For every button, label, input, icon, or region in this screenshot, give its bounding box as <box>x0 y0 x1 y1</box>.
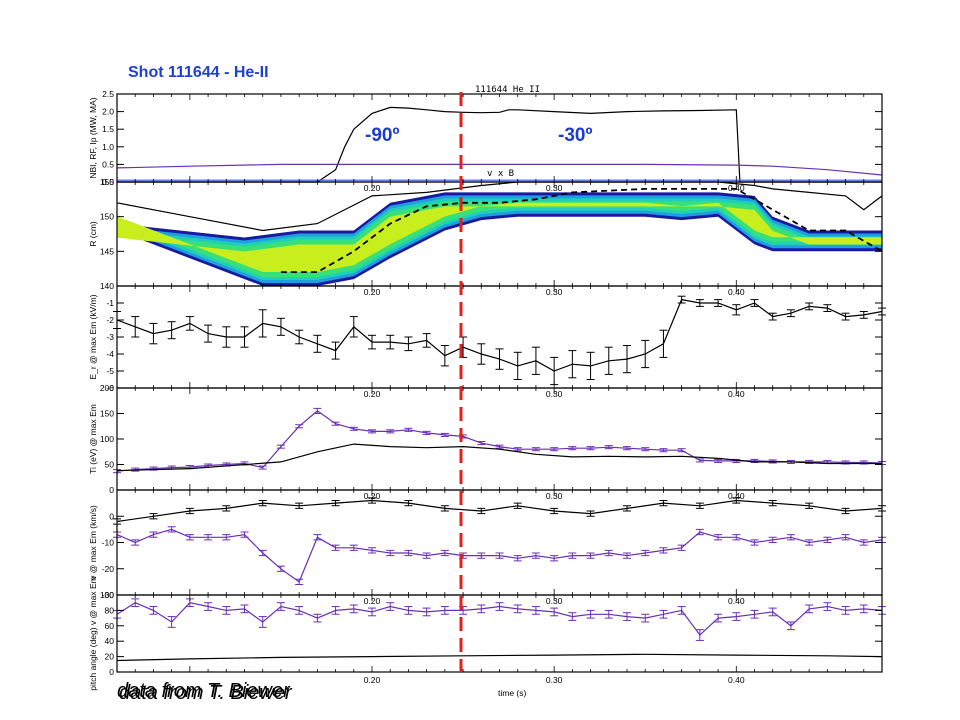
y-tick-label: 0.5 <box>102 159 114 169</box>
panel-4-series-2 <box>116 443 882 472</box>
y-tick-label: 145 <box>100 246 114 256</box>
y-axis-label: Ti (eV) @ max Em <box>88 404 98 474</box>
right-angle-annotation: -30º <box>558 125 592 146</box>
figure-title: Shot 111644 - He-II <box>128 64 269 81</box>
panel-time-label: 0.20 <box>364 596 381 606</box>
y-tick-label: -5 <box>106 366 114 376</box>
panel-time-label: 0.40 <box>728 389 745 399</box>
panel-1-series-1 <box>117 106 882 183</box>
y-tick-label: -2 <box>106 315 114 325</box>
y-tick-label: 60 <box>105 621 115 631</box>
panel-time-label: 0.20 <box>364 389 381 399</box>
panel-frame <box>116 387 883 491</box>
y-axis-label: NBI, RF, Ip (MW, MA) <box>88 97 98 178</box>
panel-time-label: 0.30 <box>546 183 563 193</box>
x-axis-label: time (s) <box>498 688 527 698</box>
y-tick-label: 80 <box>105 605 115 615</box>
source-shadow: data from T. Biewer <box>119 682 293 704</box>
panel-time-label: 0.20 <box>364 491 381 501</box>
left-angle-annotation: -90º <box>365 125 399 146</box>
y-tick-label: 100 <box>100 590 114 600</box>
y-tick-label: 140 <box>100 281 114 291</box>
y-tick-label: 0.0 <box>102 177 114 187</box>
panel-6-series-1 <box>113 598 886 641</box>
panel-time-label: 0.40 <box>728 596 745 606</box>
x-tick-label: 0.30 <box>546 675 563 685</box>
y-tick-label: 0 <box>109 667 114 677</box>
panel-6-series-2 <box>116 653 883 662</box>
series-line <box>116 163 883 176</box>
panel-time-label: 0.30 <box>546 389 563 399</box>
panel-3: -6 -5 -4 -3 -2 -1 0.20 0.30 0.40 E_r @ max Em (kV… <box>88 285 886 393</box>
panel-time-label: 0.30 <box>546 596 563 606</box>
y-axis-label: v @ max Em (km/s) <box>88 505 98 580</box>
heatmap-core <box>117 202 882 272</box>
source-credit: data from T. Biewer <box>117 680 291 702</box>
y-tick-label: 2.5 <box>102 89 114 99</box>
y-tick-label: -4 <box>106 349 114 359</box>
series-line <box>116 653 883 662</box>
y-tick-label: 2.0 <box>102 107 114 117</box>
y-tick-label: 20 <box>105 652 115 662</box>
series-line <box>280 188 883 273</box>
panel-time-label: 0.40 <box>728 183 745 193</box>
y-tick-label: -6 <box>106 383 114 393</box>
y-axis-label: pitch angle (deg) v @ max Em <box>88 576 98 690</box>
y-tick-label: -1 <box>106 298 114 308</box>
panel-6: 0 20 40 60 80 100 0.20 0.20 0.30 0.30 0.40 0.40 pitc… <box>88 576 886 691</box>
y-tick-label: 0 <box>109 511 114 521</box>
panel-time-label: 0.40 <box>728 287 745 297</box>
vxb-annotation: v x B <box>487 169 514 179</box>
panel-time-label: 0.30 <box>546 287 563 297</box>
y-tick-label: 150 <box>100 409 114 419</box>
series-line <box>117 106 882 183</box>
x-tick-label: 0.40 <box>728 675 745 685</box>
panel-time-label: 0.20 <box>364 183 381 193</box>
series-line <box>116 499 883 523</box>
plot-header: 111644 He II <box>475 85 540 95</box>
panel-5-series-2 <box>113 526 886 585</box>
y-tick-label: -30 <box>102 590 115 600</box>
panel-4-series-1 <box>113 407 886 474</box>
panel-1: 0.0 0.5 1.0 1.5 2.0 2.5 NBI, RF, Ip (MW, MA) <box>88 89 883 187</box>
panel-time-label: 0.30 <box>546 491 563 501</box>
y-tick-label: 1.5 <box>102 124 114 134</box>
y-tick-label: 0 <box>109 485 114 495</box>
panel-frame <box>116 489 883 596</box>
y-tick-label: 40 <box>105 636 115 646</box>
panel-1-series-2 <box>116 163 883 176</box>
y-tick-label: -20 <box>102 564 115 574</box>
y-tick-label: 155 <box>100 177 114 187</box>
y-axis-label: E_r @ max Em (kV/m) <box>88 294 98 379</box>
y-tick-label: -3 <box>106 332 114 342</box>
series-line <box>116 443 882 472</box>
y-tick-label: -10 <box>102 538 115 548</box>
panel-time-label: 0.40 <box>728 491 745 501</box>
panel-2: 140 145 150 155 0.20 0.30 0.40 R (cm) <box>88 177 883 291</box>
panel-2-series-2 <box>280 188 883 273</box>
y-tick-label: 150 <box>100 212 114 222</box>
panel-time-label: 0.20 <box>364 287 381 297</box>
y-axis-label: R (cm) <box>88 221 98 247</box>
panel-5: -30 -20 -10 0 0.20 0.30 0.40 v @ max Em (km/s) <box>88 489 886 600</box>
panel-5-series-1 <box>113 497 886 525</box>
y-tick-label: 1.0 <box>102 142 114 152</box>
y-tick-label: 200 <box>100 383 114 393</box>
y-tick-label: 100 <box>100 434 114 444</box>
x-tick-label: 0.20 <box>364 675 381 685</box>
y-tick-label: 50 <box>105 460 115 470</box>
panel-4: 0 50 100 150 200 0.20 0.30 0.40 Ti (eV) @ max Em <box>88 383 886 495</box>
panel-3-series-1 <box>113 295 886 386</box>
